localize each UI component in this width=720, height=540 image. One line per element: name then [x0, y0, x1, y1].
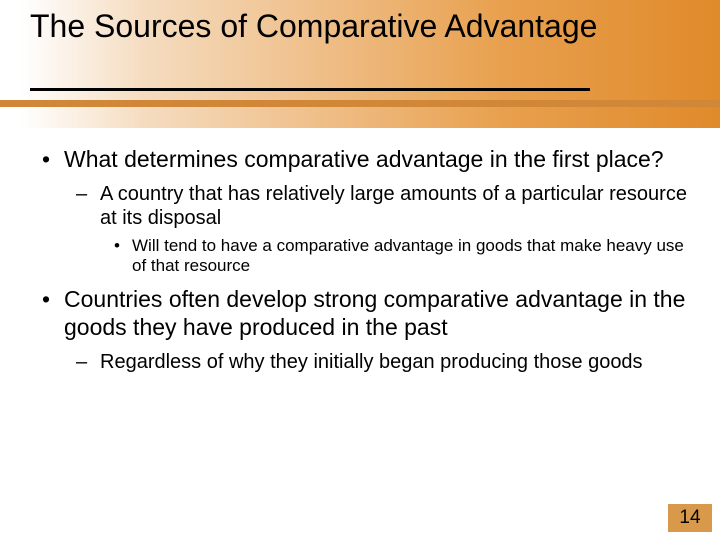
bullet-lvl3: Will tend to have a comparative advantag… [114, 236, 696, 277]
bullet-text: What determines comparative advantage in… [64, 146, 664, 172]
bullet-list-lvl2: A country that has relatively large amou… [76, 182, 696, 277]
accent-bar [0, 100, 720, 107]
bullet-text: Will tend to have a comparative advantag… [132, 236, 684, 275]
bullet-text: Countries often develop strong comparati… [64, 286, 685, 340]
bullet-lvl2: Regardless of why they initially began p… [76, 350, 696, 374]
page-number-box: 14 [668, 504, 712, 532]
title-underline [30, 88, 590, 91]
bullet-text: Regardless of why they initially began p… [100, 351, 643, 373]
bullet-lvl2: A country that has relatively large amou… [76, 182, 696, 277]
bullet-list-lvl1: What determines comparative advantage in… [42, 146, 696, 374]
bullet-list-lvl2: Regardless of why they initially began p… [76, 350, 696, 374]
bullet-lvl1: What determines comparative advantage in… [42, 146, 696, 276]
slide-header: The Sources of Comparative Advantage [0, 0, 720, 128]
page-number: 14 [679, 507, 700, 529]
bullet-lvl1: Countries often develop strong comparati… [42, 286, 696, 373]
slide-title: The Sources of Comparative Advantage [30, 8, 597, 45]
slide-body: What determines comparative advantage in… [0, 128, 720, 374]
bullet-text: A country that has relatively large amou… [100, 183, 687, 229]
bullet-list-lvl3: Will tend to have a comparative advantag… [114, 236, 696, 277]
